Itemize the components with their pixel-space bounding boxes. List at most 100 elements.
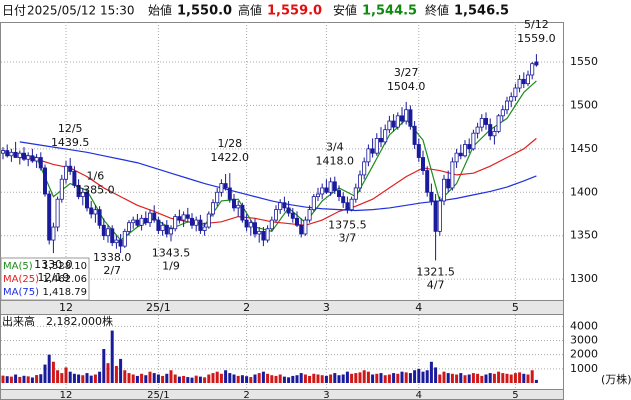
candle-body	[299, 224, 304, 235]
volume-bar	[341, 374, 345, 383]
candle-body	[521, 78, 526, 85]
candle-body	[198, 219, 203, 231]
candle-body	[429, 191, 434, 202]
candle-body	[164, 224, 169, 235]
volume-bar	[329, 374, 333, 383]
candle-body	[0, 150, 6, 154]
volume-bar	[236, 375, 240, 383]
legend-name: MA(5)	[3, 261, 33, 272]
volume-bar	[114, 366, 118, 383]
y-tick-label: 4000	[570, 319, 598, 332]
annotation-value: 1338.0	[93, 251, 132, 264]
volume-bar	[211, 373, 215, 383]
candle-body	[139, 217, 144, 226]
volume-bar	[152, 373, 156, 383]
volume-bar	[98, 371, 102, 383]
volume-bar	[345, 371, 349, 383]
volume-bar	[135, 375, 139, 383]
volume-bar	[312, 373, 316, 383]
candle-body	[240, 204, 245, 221]
candle-body	[97, 209, 102, 226]
annotation-date: 12/19	[38, 271, 70, 284]
candle-body	[278, 202, 283, 211]
candle-body	[38, 157, 43, 169]
volume-bar	[282, 376, 286, 383]
candle-body	[282, 202, 287, 209]
candle-body	[399, 115, 404, 122]
candle-body	[307, 209, 312, 221]
candle-body	[101, 224, 106, 237]
candle-body	[378, 138, 383, 143]
volume-bar	[43, 364, 47, 383]
volume-bar	[266, 373, 270, 383]
candle-body	[454, 152, 459, 163]
y-tick-label: 1450	[570, 142, 598, 155]
volume-bar	[287, 377, 291, 383]
volume-bar	[253, 374, 257, 383]
candle-body	[513, 87, 518, 98]
volume-bar	[106, 363, 110, 383]
candle-body	[332, 181, 337, 191]
legend-name: MA(75)	[3, 287, 39, 298]
volume-bar	[186, 377, 190, 383]
volume-bar	[396, 373, 400, 383]
candle-body	[353, 187, 358, 200]
annotation-date: 12/5	[58, 122, 83, 135]
volume-bar	[72, 373, 76, 383]
candle-body	[290, 212, 295, 219]
volume-bar	[219, 373, 223, 383]
candle-body	[30, 155, 35, 162]
candle-body	[244, 219, 249, 228]
volume-bar	[383, 375, 387, 383]
annotation-date: 1/28	[217, 137, 242, 150]
volume-bar	[450, 373, 454, 383]
y-tick-label: 1000	[570, 362, 598, 375]
candle-body	[261, 230, 266, 241]
candle-body	[416, 144, 421, 158]
volume-bar	[270, 375, 274, 383]
candle-body	[408, 109, 413, 127]
volume-bar	[232, 374, 236, 383]
header-low: 1,544.5	[362, 4, 417, 19]
candle-body	[135, 219, 140, 226]
volume-bar	[148, 371, 152, 383]
volume-bar	[56, 370, 60, 383]
volume-bar	[434, 367, 438, 383]
volume-bar	[35, 375, 39, 383]
volume-bar	[350, 373, 354, 383]
volume-bar	[455, 374, 459, 383]
candle-body	[425, 170, 430, 193]
candle-body	[492, 131, 497, 137]
candle-body	[72, 171, 77, 186]
volume-bar	[404, 372, 408, 383]
annotation-value: 1343.5	[152, 246, 191, 259]
candle-body	[131, 219, 136, 224]
volume-bar	[526, 374, 530, 383]
x-tick-label: 12	[59, 301, 73, 314]
candle-body	[13, 151, 18, 158]
volume-bar	[295, 375, 299, 383]
x-tick-label: 3	[323, 301, 330, 314]
volume-bar	[371, 374, 375, 383]
candle-body	[336, 190, 341, 198]
x-axis-band	[0, 389, 564, 400]
candle-body	[223, 183, 228, 189]
volume-bar	[18, 376, 22, 383]
candle-body	[404, 109, 409, 122]
volume-bar	[501, 373, 505, 383]
volume-bar	[203, 377, 207, 383]
candle-body	[517, 78, 522, 89]
annotation-value: 1385.0	[76, 183, 115, 196]
candle-body	[257, 230, 262, 235]
volume-bar	[131, 374, 135, 383]
volume-bar	[333, 373, 337, 383]
volume-unit: (万株)	[601, 372, 631, 386]
volume-bar	[161, 375, 165, 383]
candle-body	[64, 165, 69, 180]
candle-body	[294, 217, 299, 226]
volume-bar	[26, 376, 30, 383]
volume-bar	[119, 358, 123, 383]
header-open: 1,550.0	[177, 4, 232, 19]
annotation-value: 1375.5	[328, 219, 367, 232]
